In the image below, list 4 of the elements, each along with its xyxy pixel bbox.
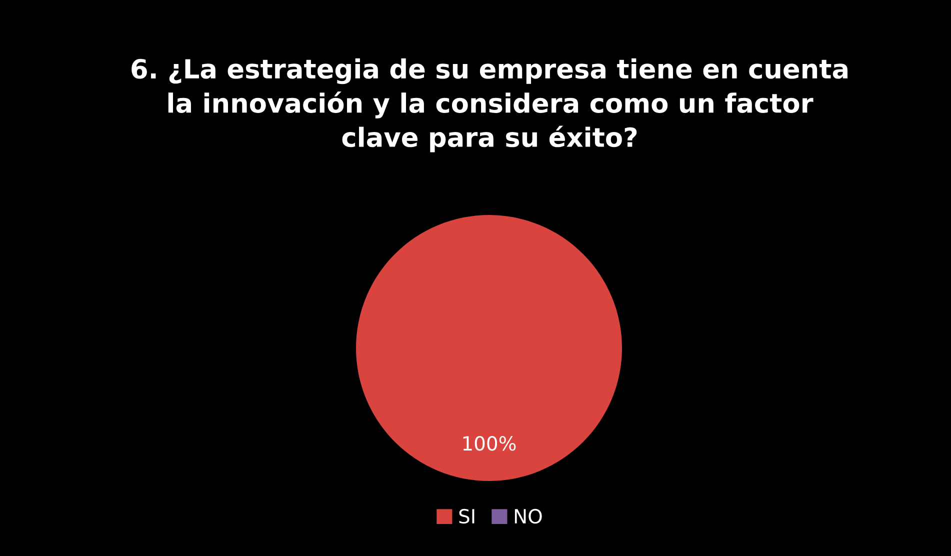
legend-label: NO — [514, 508, 542, 524]
legend-label: SI — [459, 508, 474, 524]
data-label: 100% — [463, 436, 516, 451]
chart-title: 6. ¿La estrategia de su empresa tiene en cuenta la innovación y la considera como un factor clave para su éxito? — [132, 58, 848, 152]
